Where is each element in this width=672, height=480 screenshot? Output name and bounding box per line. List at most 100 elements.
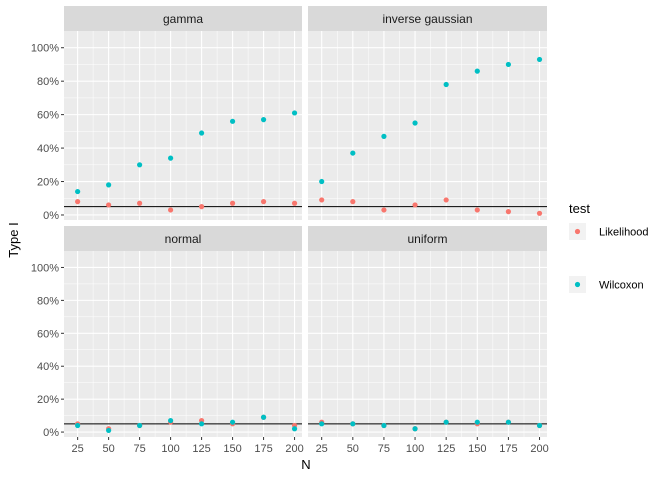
point-wilcoxon-gamma [168,155,174,161]
y-tick-label: 0% [43,427,59,439]
point-wilcoxon-uniform [505,419,512,425]
point-likelihood-inverse-gaussian [381,207,387,213]
point-wilcoxon-uniform [319,421,325,427]
point-wilcoxon-uniform [443,419,449,425]
panel-normal: normal 0% 20% 40% 60% 80% 100% 25 50 75 100 125 150 1… [31,226,304,455]
point-wilcoxon-inverse-gaussian [443,81,449,88]
strip-normal [64,226,302,251]
point-wilcoxon-gamma [260,117,267,123]
point-likelihood-inverse-gaussian [536,210,543,216]
x-tick-label: 125 [192,443,210,455]
point-likelihood-gamma [75,199,81,205]
strip-inverse-gaussian [308,6,547,31]
point-likelihood-gamma [137,200,143,206]
point-wilcoxon-uniform [381,422,387,429]
panel-inverse-gaussian: inverse gaussian [308,6,547,220]
point-wilcoxon-normal [229,419,236,425]
point-wilcoxon-inverse-gaussian [536,56,543,63]
legend-dot-wilcoxon [574,281,581,288]
point-wilcoxon-normal [260,414,267,420]
x-tick-label: 100 [161,443,179,455]
x-tick-label: 150 [223,443,241,455]
legend-entry-wilcoxon: Wilcoxon [569,276,644,293]
point-wilcoxon-inverse-gaussian [319,178,325,185]
x-tick-label: 25 [72,443,84,455]
x-tick-label: 25 [316,443,328,455]
point-wilcoxon-normal [168,417,174,424]
x-tick-label: 200 [530,443,548,455]
y-tick-label: 60% [37,328,59,340]
legend-entry-likelihood: Likelihood [569,223,649,240]
x-tick-label: 100 [406,443,424,455]
point-likelihood-gamma [168,207,174,213]
point-wilcoxon-inverse-gaussian [412,120,418,126]
y-tick-label: 100% [31,43,59,55]
point-wilcoxon-inverse-gaussian [474,68,480,74]
point-wilcoxon-uniform [536,422,543,429]
y-axis-title: Type I [6,222,21,257]
x-tick-label: 50 [103,443,115,455]
legend-title: test [569,201,590,216]
legend-label-likelihood: Likelihood [599,227,649,239]
legend: test Likelihood Wilcoxon [569,201,649,293]
x-tick-label: 50 [347,443,359,455]
point-likelihood-gamma [291,200,298,206]
y-tick-label: 40% [37,143,59,155]
x-tick-label: 75 [378,443,390,455]
point-wilcoxon-normal [75,422,81,429]
panel-uniform: uniform 25 50 75 100 125 150 175 200 [308,226,549,455]
legend-dot-likelihood [574,228,581,235]
point-wilcoxon-inverse-gaussian [350,150,356,156]
point-wilcoxon-normal [137,422,143,429]
x-tick-label: 75 [133,443,145,455]
x-tick-label: 150 [468,443,486,455]
x-tick-label: 125 [437,443,455,455]
point-likelihood-gamma [198,204,205,210]
point-likelihood-inverse-gaussian [350,199,356,205]
strip-label-gamma: gamma [163,12,203,26]
point-wilcoxon-uniform [412,426,418,432]
point-likelihood-inverse-gaussian [319,197,325,203]
x-tick-label: 200 [285,443,303,455]
panel-gamma: gamma 0% 20% 40% 60% 80% 100% [31,6,302,222]
panel-background-gamma [64,31,302,220]
point-wilcoxon-uniform [350,421,356,427]
x-axis-title: N [301,457,310,472]
y-tick-label: 20% [37,177,59,189]
point-likelihood-gamma [260,199,267,205]
strip-label-normal: normal [165,232,202,246]
y-tick-label: 100% [31,262,59,274]
point-likelihood-gamma [229,200,236,206]
panel-background-inverse-gaussian [308,31,547,220]
point-likelihood-inverse-gaussian [505,209,512,215]
point-wilcoxon-normal [198,421,205,427]
point-wilcoxon-gamma [198,130,205,136]
legend-label-wilcoxon: Wilcoxon [599,280,644,292]
y-tick-label: 80% [37,295,59,307]
point-likelihood-inverse-gaussian [412,202,418,208]
point-wilcoxon-normal [106,427,112,434]
point-wilcoxon-gamma [137,162,143,168]
y-tick-label: 80% [37,76,59,88]
strip-uniform [308,226,547,251]
x-tick-label: 175 [254,443,272,455]
panel-background-uniform [308,251,547,437]
point-wilcoxon-gamma [75,188,81,195]
point-wilcoxon-normal [291,426,298,432]
x-tick-label: 175 [499,443,517,455]
point-wilcoxon-inverse-gaussian [381,133,387,139]
point-wilcoxon-gamma [229,118,236,124]
point-likelihood-gamma [106,202,112,208]
strip-label-uniform: uniform [407,232,447,246]
panels-layer: gamma 0% 20% 40% 60% 80% 100% inverse gaussian n… [31,6,549,455]
point-wilcoxon-uniform [474,419,480,425]
y-tick-label: 20% [37,394,59,406]
y-tick-label: 0% [43,210,59,222]
point-wilcoxon-gamma [106,182,112,188]
point-wilcoxon-gamma [291,110,298,116]
y-tick-label: 40% [37,361,59,373]
point-wilcoxon-inverse-gaussian [505,61,512,68]
panel-background-normal [64,251,302,437]
strip-gamma [64,6,302,31]
